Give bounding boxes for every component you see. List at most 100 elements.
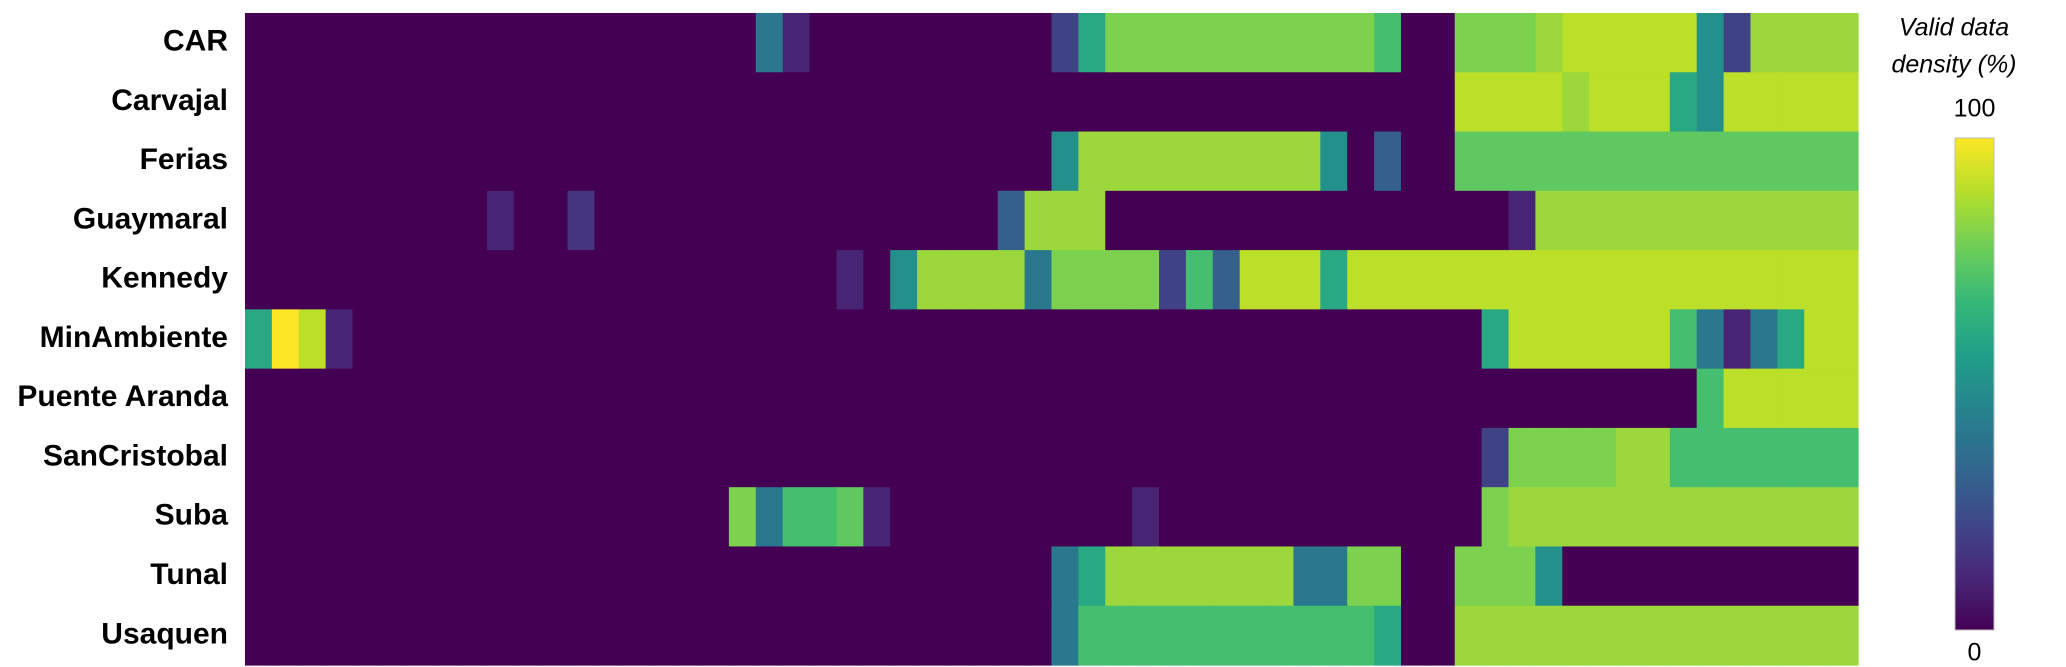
heatmap-cell xyxy=(1185,250,1214,310)
heatmap-cell xyxy=(513,368,542,429)
heatmap-cell xyxy=(1320,487,1348,548)
heatmap-cell xyxy=(352,368,381,429)
heatmap-cell xyxy=(245,546,273,607)
heatmap-cell xyxy=(1024,250,1053,310)
heatmap-cell xyxy=(1777,72,1805,133)
heatmap-cell xyxy=(1185,487,1214,548)
heatmap-cell xyxy=(433,605,461,666)
heatmap-cell xyxy=(1051,250,1079,310)
heatmap-cell xyxy=(1427,309,1456,370)
heatmap-cell xyxy=(917,190,945,251)
heatmap-cell xyxy=(1589,190,1617,251)
heatmap-cell xyxy=(1427,368,1456,429)
heatmap-cell xyxy=(460,131,488,192)
colorbar-title: density (%) xyxy=(1891,51,2016,79)
heatmap-cell xyxy=(1642,487,1671,548)
colorbar-title: Valid data xyxy=(1899,14,2009,42)
heatmap-cell xyxy=(863,309,891,370)
heatmap-cell xyxy=(325,131,354,192)
heatmap-cell xyxy=(621,309,649,370)
heatmap-cell xyxy=(890,309,918,370)
heatmap-cell xyxy=(1831,190,1859,251)
heatmap-cell xyxy=(1239,605,1268,666)
heatmap-cell xyxy=(460,250,488,310)
heatmap-cell xyxy=(1078,368,1106,429)
heatmap-cell xyxy=(245,309,273,370)
heatmap-cell xyxy=(298,309,327,370)
heatmap-cell xyxy=(782,72,811,133)
heatmap-cell xyxy=(1239,546,1268,607)
heatmap-cell xyxy=(809,368,838,429)
heatmap-cell xyxy=(1696,190,1725,251)
heatmap-cell xyxy=(1481,72,1510,133)
heatmap-cell xyxy=(1535,605,1563,666)
heatmap-cell xyxy=(1777,487,1805,548)
heatmap-cell xyxy=(594,131,622,192)
heatmap-cell xyxy=(1616,605,1644,666)
heatmap-cell xyxy=(1293,250,1321,310)
heatmap-cell xyxy=(1750,368,1778,429)
heatmap-cell xyxy=(1212,546,1241,607)
heatmap-cell xyxy=(1400,250,1429,310)
heatmap-cell xyxy=(540,368,569,429)
heatmap-cell xyxy=(486,605,515,666)
heatmap-cell xyxy=(433,72,461,133)
heatmap-cell xyxy=(1804,190,1832,251)
heatmap-cell xyxy=(1616,131,1644,192)
heatmap-cell xyxy=(1777,546,1805,607)
heatmap-cell xyxy=(1777,368,1805,429)
heatmap-cell xyxy=(1374,131,1402,192)
heatmap-cell xyxy=(271,546,300,607)
heatmap-cell xyxy=(621,72,649,133)
heatmap-cell xyxy=(1320,13,1348,73)
heatmap-cell xyxy=(1562,250,1590,310)
heatmap-cell xyxy=(1374,72,1402,133)
heatmap-cell xyxy=(1293,368,1321,429)
heatmap-cell xyxy=(917,250,945,310)
heatmap-cell xyxy=(728,13,757,73)
heatmap-cell xyxy=(1427,546,1456,607)
heatmap-cell xyxy=(1374,546,1402,607)
heatmap-cell xyxy=(406,131,434,192)
heatmap-cell xyxy=(1078,250,1106,310)
heatmap-cell xyxy=(1589,250,1617,310)
heatmap-cell xyxy=(1132,190,1160,251)
heatmap-cell xyxy=(1374,309,1402,370)
heatmap-cell xyxy=(943,427,972,488)
row-label: Usaquen xyxy=(101,617,228,650)
heatmap-cell xyxy=(298,487,327,548)
heatmap-cell xyxy=(1078,605,1106,666)
heatmap-cell xyxy=(1750,131,1778,192)
heatmap-cell xyxy=(298,546,327,607)
heatmap-cell xyxy=(621,131,649,192)
heatmap-cell xyxy=(755,131,784,192)
heatmap-cell xyxy=(406,190,434,251)
heatmap-cell xyxy=(970,546,999,607)
heatmap-cell xyxy=(1374,427,1402,488)
heatmap-cell xyxy=(755,13,784,73)
heatmap-cell xyxy=(890,131,918,192)
heatmap-cell xyxy=(406,13,434,73)
heatmap-cell xyxy=(809,131,838,192)
heatmap-cell xyxy=(863,190,891,251)
heatmap-cell xyxy=(1374,190,1402,251)
heatmap-cell xyxy=(970,605,999,666)
heatmap-cell xyxy=(433,309,461,370)
heatmap-cell xyxy=(594,546,622,607)
heatmap-cell xyxy=(943,605,972,666)
heatmap-cell xyxy=(1347,131,1375,192)
heatmap-cell xyxy=(460,368,488,429)
heatmap-cell xyxy=(1051,487,1079,548)
heatmap-cell xyxy=(943,13,972,73)
heatmap-cell xyxy=(1696,368,1725,429)
heatmap-cell xyxy=(1347,13,1375,73)
heatmap-cell xyxy=(1132,72,1160,133)
heatmap-cell xyxy=(1239,368,1268,429)
heatmap-cell xyxy=(997,72,1026,133)
heatmap-cell xyxy=(1642,72,1671,133)
heatmap-cell xyxy=(1481,190,1510,251)
heatmap-cell xyxy=(1535,250,1563,310)
heatmap-cell xyxy=(1185,605,1214,666)
heatmap-cell xyxy=(1427,605,1456,666)
heatmap-cell xyxy=(433,487,461,548)
